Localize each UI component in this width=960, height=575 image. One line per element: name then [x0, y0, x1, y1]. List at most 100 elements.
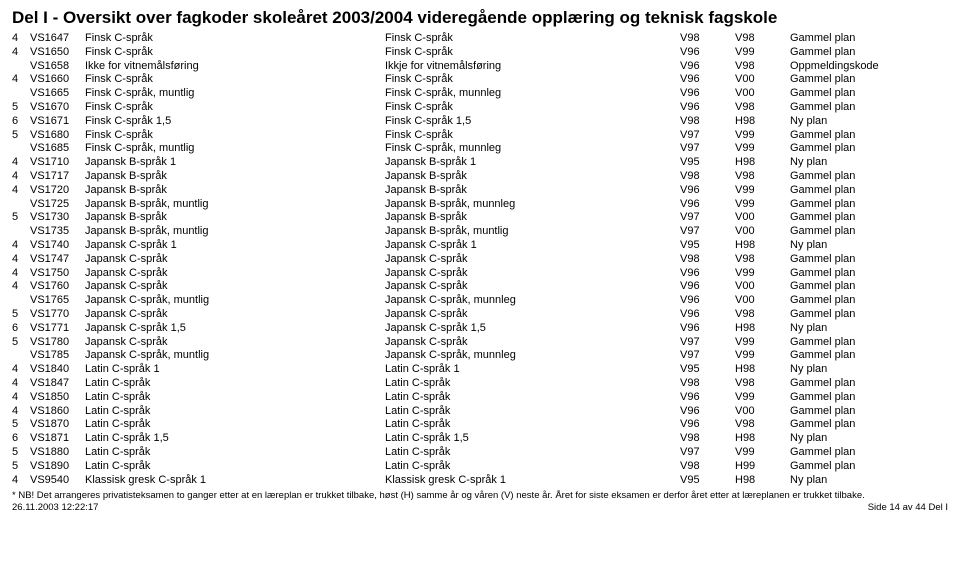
table-row: VS1658Ikke for vitnemålsføringIkkje for … [12, 60, 948, 74]
table-cell: V98 [680, 432, 735, 446]
table-cell: Finsk C-språk, muntlig [85, 87, 385, 101]
table-cell: VS1747 [30, 253, 85, 267]
table-row: 4VS1717Japansk B-språkJapansk B-språkV98… [12, 170, 948, 184]
table-cell: VS1730 [30, 211, 85, 225]
table-cell: Ny plan [790, 115, 948, 129]
table-cell: VS1847 [30, 377, 85, 391]
table-cell: Japansk B-språk [385, 184, 680, 198]
table-cell: Ny plan [790, 239, 948, 253]
table-cell: Gammel plan [790, 418, 948, 432]
table-cell: V98 [735, 418, 790, 432]
table-cell [12, 349, 30, 363]
table-cell: Gammel plan [790, 142, 948, 156]
table-row: 5VS1730Japansk B-språkJapansk B-språkV97… [12, 211, 948, 225]
table-cell: 4 [12, 156, 30, 170]
table-cell: Japansk B-språk, muntlig [85, 198, 385, 212]
table-cell: V99 [735, 267, 790, 281]
table-cell: H98 [735, 363, 790, 377]
table-cell: Gammel plan [790, 46, 948, 60]
table-cell: Japansk C-språk, munnleg [385, 294, 680, 308]
table-cell: V99 [735, 184, 790, 198]
table-cell: Latin C-språk [385, 418, 680, 432]
table-cell: V96 [680, 87, 735, 101]
table-row: 4VS1750Japansk C-språkJapansk C-språkV96… [12, 267, 948, 281]
table-cell: V96 [680, 101, 735, 115]
table-cell: 5 [12, 129, 30, 143]
table-cell: V00 [735, 211, 790, 225]
footer-line: 26.11.2003 12:22:17 Side 14 av 44 Del I [12, 502, 948, 513]
table-cell: 4 [12, 377, 30, 391]
table-cell: Latin C-språk 1,5 [85, 432, 385, 446]
table-cell [12, 142, 30, 156]
table-cell [12, 60, 30, 74]
table-cell: V96 [680, 280, 735, 294]
table-cell: Japansk C-språk [385, 267, 680, 281]
table-cell: Finsk C-språk, munnleg [385, 87, 680, 101]
table-cell: Latin C-språk [385, 405, 680, 419]
table-row: 5VS1780Japansk C-språkJapansk C-språkV97… [12, 336, 948, 350]
table-cell: Latin C-språk 1,5 [385, 432, 680, 446]
table-cell: VS1671 [30, 115, 85, 129]
table-cell: VS1680 [30, 129, 85, 143]
table-cell: V97 [680, 225, 735, 239]
table-cell: VS1770 [30, 308, 85, 322]
table-cell: Latin C-språk [85, 460, 385, 474]
table-cell: V96 [680, 184, 735, 198]
table-cell: Japansk C-språk 1,5 [85, 322, 385, 336]
table-row: 4VS1860Latin C-språkLatin C-språkV96V00G… [12, 405, 948, 419]
table-cell: Finsk C-språk [385, 73, 680, 87]
table-cell: Gammel plan [790, 460, 948, 474]
table-cell: Klassisk gresk C-språk 1 [85, 474, 385, 488]
table-cell: Japansk C-språk [85, 308, 385, 322]
table-cell: Gammel plan [790, 377, 948, 391]
table-cell: 4 [12, 46, 30, 60]
table-cell: Gammel plan [790, 129, 948, 143]
table-cell: V98 [735, 253, 790, 267]
table-cell: VS9540 [30, 474, 85, 488]
table-row: VS1725Japansk B-språk, muntligJapansk B-… [12, 198, 948, 212]
table-cell: 5 [12, 101, 30, 115]
table-cell: V99 [735, 129, 790, 143]
footer-timestamp: 26.11.2003 12:22:17 [12, 502, 98, 513]
table-cell: VS1650 [30, 46, 85, 60]
table-cell: V95 [680, 363, 735, 377]
table-cell: Gammel plan [790, 87, 948, 101]
table-cell: Gammel plan [790, 267, 948, 281]
table-cell: Japansk C-språk 1 [385, 239, 680, 253]
table-cell: Finsk C-språk 1,5 [385, 115, 680, 129]
table-cell: VS1785 [30, 349, 85, 363]
table-cell: Gammel plan [790, 184, 948, 198]
table-cell: Gammel plan [790, 101, 948, 115]
table-cell: V98 [680, 115, 735, 129]
table-cell: Oppmeldingskode [790, 60, 948, 74]
table-cell: Japansk C-språk 1 [85, 239, 385, 253]
table-cell [12, 294, 30, 308]
table-cell: V96 [680, 308, 735, 322]
table-cell: H98 [735, 115, 790, 129]
table-row: 4VS1850Latin C-språkLatin C-språkV96V99G… [12, 391, 948, 405]
table-cell: Latin C-språk [85, 418, 385, 432]
table-row: VS1665Finsk C-språk, muntligFinsk C-språ… [12, 87, 948, 101]
table-cell: Gammel plan [790, 446, 948, 460]
table-cell: 5 [12, 336, 30, 350]
table-row: VS1785Japansk C-språk, muntligJapansk C-… [12, 349, 948, 363]
table-cell: Finsk C-språk, muntlig [85, 142, 385, 156]
table-cell: VS1717 [30, 170, 85, 184]
table-cell: H98 [735, 239, 790, 253]
table-cell: 4 [12, 363, 30, 377]
table-row: 5VS1880Latin C-språkLatin C-språkV97V99G… [12, 446, 948, 460]
table-cell: Japansk C-språk 1,5 [385, 322, 680, 336]
table-cell: V98 [735, 101, 790, 115]
table-cell: Ikke for vitnemålsføring [85, 60, 385, 74]
table-cell: V96 [680, 267, 735, 281]
table-row: 4VS1647Finsk C-språkFinsk C-språkV98V98G… [12, 32, 948, 46]
table-cell: Finsk C-språk [85, 46, 385, 60]
table-cell: Japansk B-språk, munnleg [385, 198, 680, 212]
table-row: 6VS1771Japansk C-språk 1,5Japansk C-språ… [12, 322, 948, 336]
table-cell: Finsk C-språk [85, 32, 385, 46]
table-cell: Latin C-språk [85, 446, 385, 460]
table-cell: H98 [735, 432, 790, 446]
table-cell: Gammel plan [790, 73, 948, 87]
table-cell: Finsk C-språk [385, 129, 680, 143]
table-cell: VS1710 [30, 156, 85, 170]
